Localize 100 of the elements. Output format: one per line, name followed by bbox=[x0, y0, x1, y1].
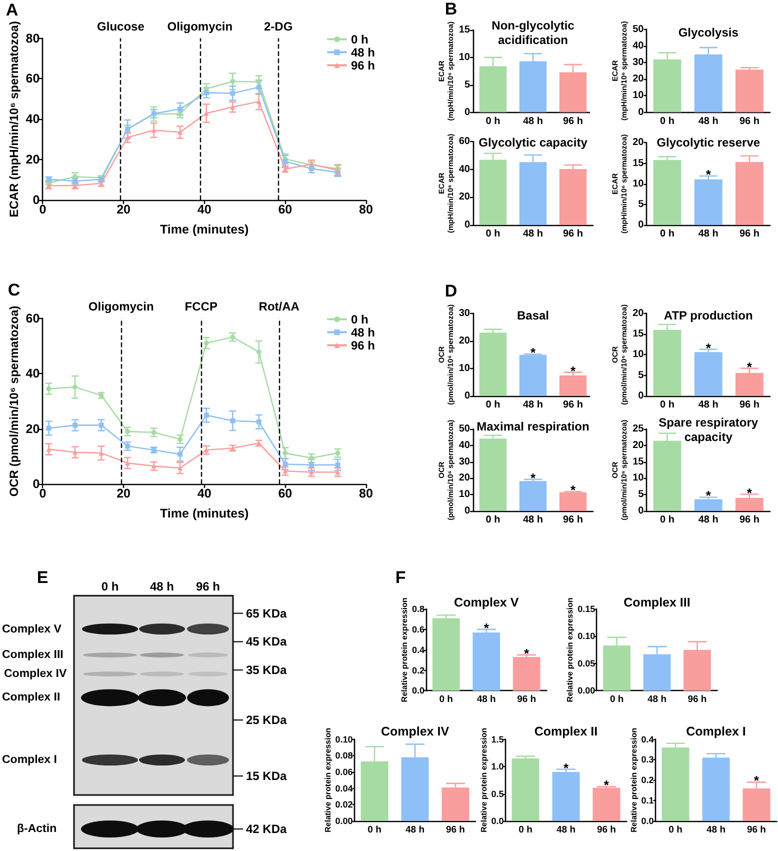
y-tick-label: 1.5 bbox=[491, 734, 504, 744]
x-tick-label: 96 h bbox=[746, 824, 766, 836]
y-tick-label: 30 bbox=[632, 57, 644, 68]
chart-title: Maximal respiration bbox=[476, 419, 590, 434]
point bbox=[178, 452, 183, 457]
y-tick-label: 50 bbox=[632, 24, 644, 35]
y-tick-label: 60 bbox=[26, 72, 40, 86]
y-tick-label: 0.00 bbox=[335, 816, 353, 826]
y-tick-label: 0.5 bbox=[491, 788, 504, 799]
y-tick-label: 1.0 bbox=[491, 762, 504, 772]
x-tick-label: 48 h bbox=[698, 400, 718, 410]
chart-title: Spare respiratory capacity bbox=[658, 415, 758, 444]
x-tick-label: 96 h bbox=[517, 694, 536, 706]
category-label: Complex II bbox=[2, 692, 60, 704]
x-tick-label: 96 h bbox=[562, 514, 584, 526]
point bbox=[204, 412, 209, 418]
y-tick-label: 60 bbox=[458, 136, 470, 148]
ref-line-label: Oligomycin bbox=[167, 19, 233, 34]
text: B bbox=[444, 0, 458, 18]
point bbox=[256, 84, 262, 90]
x-tick-label: 0 h bbox=[486, 228, 500, 240]
category-label: Complex IV bbox=[4, 668, 67, 680]
x-tick-label: 0 h bbox=[668, 824, 683, 836]
y-tick-label: 0.4 bbox=[641, 734, 654, 744]
y-tick-label: 60 bbox=[26, 311, 40, 326]
y-tick-label: 0.06 bbox=[335, 766, 353, 777]
y-tick-label: 40 bbox=[26, 366, 40, 381]
annotation: * bbox=[706, 340, 712, 356]
x-tick-label: 96 h bbox=[739, 116, 760, 127]
point bbox=[256, 79, 262, 84]
legend-label: 48 h bbox=[350, 45, 376, 60]
category-label: Complex III bbox=[2, 649, 64, 661]
y-tick-label: 0 bbox=[638, 220, 644, 230]
y-tick-label: 10 bbox=[458, 489, 470, 500]
x-tick-label: 48 h bbox=[698, 116, 718, 127]
y-tick-label: 20 bbox=[632, 440, 644, 451]
y-tick-label: 40 bbox=[458, 164, 470, 175]
bar bbox=[519, 480, 547, 511]
y-tick-label: 20 bbox=[632, 137, 644, 148]
x-tick-label: 48 h bbox=[476, 694, 496, 706]
bar bbox=[592, 788, 620, 821]
x-tick-label: 48 h bbox=[698, 228, 718, 240]
bar bbox=[519, 354, 547, 396]
annotation: * bbox=[570, 482, 576, 498]
y-tick-label: 5 bbox=[464, 79, 470, 90]
annotation: * bbox=[754, 773, 760, 788]
text: C bbox=[8, 280, 20, 300]
y-tick-label: 0.00 bbox=[578, 686, 596, 696]
annotation: * bbox=[524, 646, 530, 661]
annotation: * bbox=[563, 760, 570, 776]
bar bbox=[442, 788, 470, 821]
bar bbox=[479, 438, 507, 511]
bar bbox=[472, 632, 500, 691]
category-label: β-Actin bbox=[17, 823, 57, 835]
ref-line-label: 2-DG bbox=[264, 19, 293, 34]
category-label: 48 h bbox=[150, 580, 174, 594]
bar bbox=[702, 758, 730, 821]
y-tick-label: 0 bbox=[32, 193, 40, 207]
chart-title: Glycolysis bbox=[678, 25, 739, 40]
point bbox=[72, 422, 78, 428]
y-axis-title: OCR (pmol/min/10⁶ spermatozoa) bbox=[6, 306, 21, 497]
y-tick-label: 20 bbox=[632, 74, 644, 85]
bar bbox=[559, 492, 587, 511]
x-tick-label: 0 h bbox=[660, 400, 674, 410]
bar bbox=[432, 618, 460, 691]
y-tick-label: 10 bbox=[458, 362, 470, 374]
point bbox=[335, 462, 340, 468]
text: E bbox=[36, 568, 48, 587]
x-tick-label: 0 h bbox=[660, 514, 674, 526]
text: A bbox=[6, 0, 18, 20]
y-tick-label: 0.6 bbox=[412, 624, 424, 634]
y-tick-label: 50 bbox=[458, 424, 470, 434]
point bbox=[204, 340, 209, 346]
legend-label: 96 h bbox=[350, 338, 376, 352]
y-tick-label: 0.4 bbox=[412, 644, 424, 655]
y-tick-label: 0 bbox=[638, 506, 644, 516]
bar bbox=[694, 352, 722, 396]
text: F bbox=[395, 568, 406, 587]
bar bbox=[662, 747, 690, 821]
bar bbox=[512, 657, 540, 691]
ref-line-label: FCCP bbox=[184, 299, 218, 314]
x-tick-label: 80 bbox=[359, 486, 373, 500]
point bbox=[282, 158, 288, 164]
y-tick-label: 0 bbox=[464, 506, 470, 516]
y-tick-label: 30 bbox=[458, 456, 470, 468]
point bbox=[282, 462, 288, 467]
category-label: 35 KDa bbox=[246, 663, 287, 677]
y-tick-label: 0.02 bbox=[335, 800, 353, 810]
bar bbox=[559, 375, 587, 396]
annotation: * bbox=[530, 470, 536, 486]
legend-label: 96 h bbox=[350, 58, 376, 72]
chart-title: Glycolytic reserve bbox=[656, 135, 760, 150]
y-tick-label: 0 bbox=[638, 390, 644, 402]
y-tick-label: 0.0 bbox=[641, 816, 654, 826]
point bbox=[46, 426, 52, 431]
x-tick-label: 0 h bbox=[486, 116, 500, 127]
y-tick-label: 0.04 bbox=[335, 783, 353, 794]
bar bbox=[559, 169, 587, 225]
x-tick-label: 0 h bbox=[610, 694, 624, 706]
x-tick-label: 60 bbox=[278, 486, 292, 500]
